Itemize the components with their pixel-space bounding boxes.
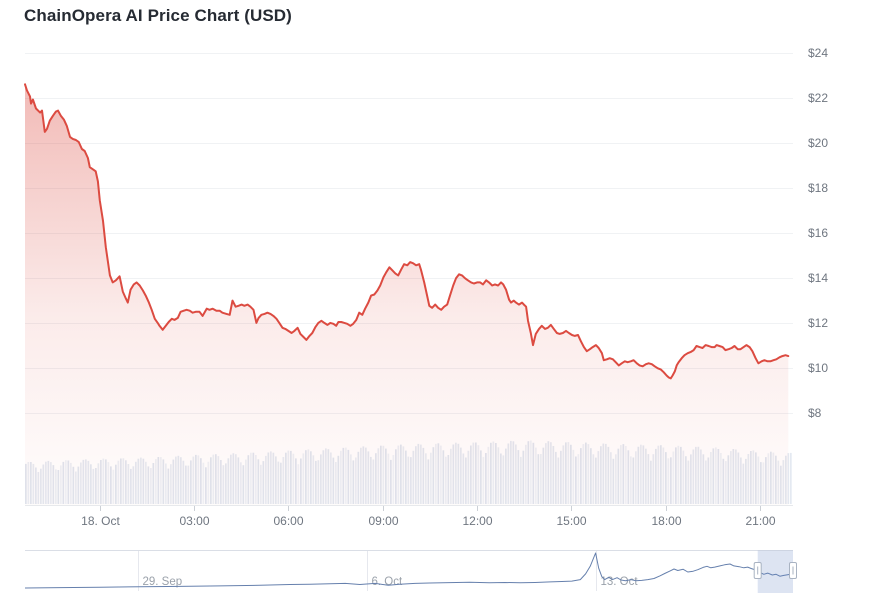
chart-title: ChainOpera AI Price Chart (USD) — [24, 6, 292, 25]
y-axis-label: $18 — [808, 181, 828, 195]
x-axis-label: 06:00 — [273, 514, 303, 528]
x-axis: 18. Oct 03:00 06:00 09:00 12:00 15:00 18:00 21:… — [25, 505, 793, 528]
price-area-fill — [25, 84, 789, 506]
x-axis-label: 15:00 — [556, 514, 586, 528]
navigator-handle-left[interactable] — [753, 562, 762, 579]
y-axis: $24 $22 $20 $18 $16 $14 $12 $10 $8 — [808, 46, 828, 420]
y-axis-label: $20 — [808, 136, 828, 150]
navigator-date-label: 6. Oct — [372, 576, 403, 588]
y-axis-label: $8 — [808, 406, 822, 420]
y-axis-label: $10 — [808, 361, 828, 375]
y-axis-label: $12 — [808, 316, 828, 330]
x-axis-label: 03:00 — [179, 514, 209, 528]
y-axis-label: $22 — [808, 91, 828, 105]
x-axis-label: 18. Oct — [81, 514, 120, 528]
x-axis-label: 12:00 — [462, 514, 492, 528]
price-line — [24, 83, 790, 380]
x-axis-label: 09:00 — [368, 514, 398, 528]
navigator-date-label: 29. Sep — [143, 576, 183, 588]
y-axis-label: $14 — [808, 271, 828, 285]
y-axis-label: $24 — [808, 46, 828, 60]
x-axis-label: 18:00 — [651, 514, 681, 528]
navigator-date-label: 13. Oct — [601, 576, 639, 588]
navigator[interactable]: 29. Sep 6. Oct 13. Oct — [24, 550, 797, 594]
navigator-handle-right[interactable] — [789, 562, 797, 579]
y-axis-label: $16 — [808, 226, 828, 240]
navigator-line — [24, 552, 794, 589]
x-axis-label: 21:00 — [745, 514, 775, 528]
navigator-selection-mask[interactable] — [757, 550, 793, 594]
price-series[interactable] — [24, 83, 790, 506]
